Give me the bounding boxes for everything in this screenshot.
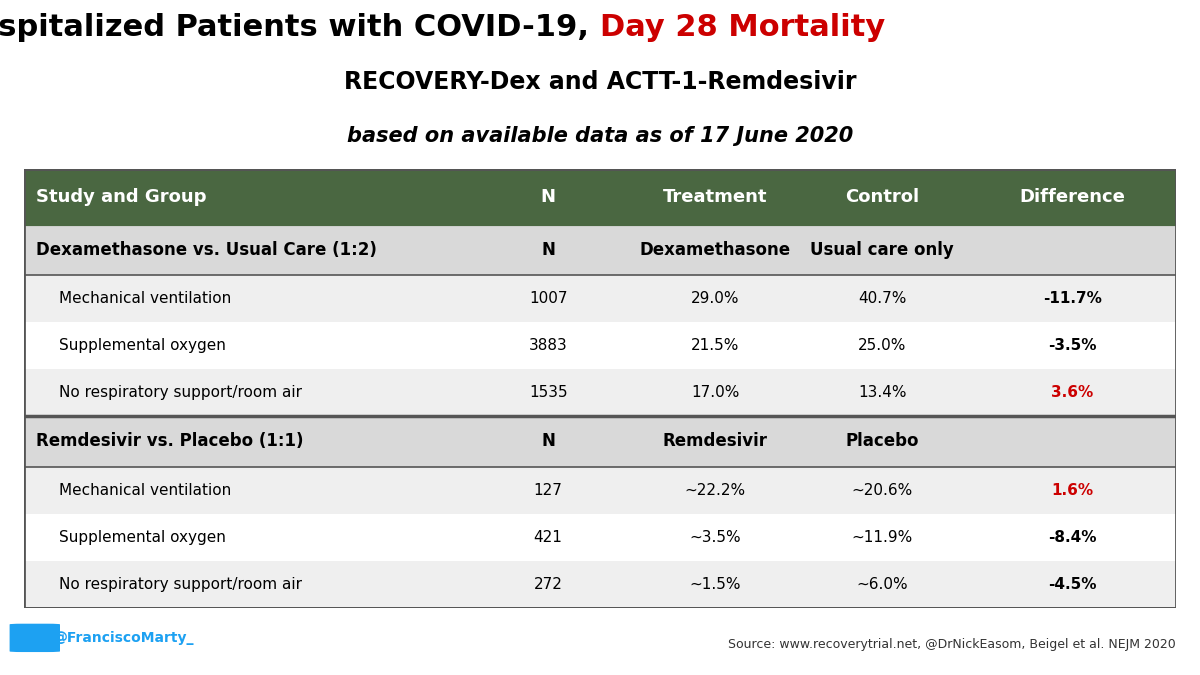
- Text: No respiratory support/room air: No respiratory support/room air: [59, 576, 301, 591]
- Text: N: N: [541, 188, 556, 206]
- Text: 127: 127: [534, 483, 563, 497]
- Text: ~20.6%: ~20.6%: [852, 483, 913, 497]
- Text: Hospitalized Patients with COVID-19,: Hospitalized Patients with COVID-19,: [0, 13, 600, 42]
- Text: @FranciscoMarty_: @FranciscoMarty_: [53, 631, 193, 645]
- Bar: [24, 514, 1176, 560]
- Text: 29.0%: 29.0%: [691, 291, 739, 306]
- Bar: [24, 322, 1176, 369]
- Bar: [24, 369, 1176, 416]
- Text: 40.7%: 40.7%: [858, 291, 906, 306]
- Text: ~11.9%: ~11.9%: [852, 530, 913, 545]
- Text: -8.4%: -8.4%: [1048, 530, 1097, 545]
- Text: Study and Group: Study and Group: [36, 188, 206, 206]
- Text: ~6.0%: ~6.0%: [857, 576, 908, 591]
- Text: Control: Control: [845, 188, 919, 206]
- Text: -4.5%: -4.5%: [1048, 576, 1097, 591]
- Bar: [24, 169, 1176, 224]
- Text: based on available data as of 17 June 2020: based on available data as of 17 June 20…: [347, 126, 853, 146]
- Text: 3.6%: 3.6%: [1051, 385, 1093, 400]
- Text: N: N: [541, 241, 556, 259]
- Text: N: N: [541, 432, 556, 450]
- FancyBboxPatch shape: [10, 624, 60, 652]
- Bar: [24, 466, 1176, 514]
- Text: 1.6%: 1.6%: [1051, 483, 1093, 497]
- Text: ~1.5%: ~1.5%: [690, 576, 740, 591]
- Text: Remdesivir: Remdesivir: [662, 432, 768, 450]
- Text: Usual care only: Usual care only: [810, 241, 954, 259]
- Text: Mechanical ventilation: Mechanical ventilation: [59, 291, 230, 306]
- Bar: [24, 275, 1176, 322]
- Text: 3883: 3883: [529, 338, 568, 353]
- Text: Source: www.recoverytrial.net, @DrNickEasom, Beigel et al. NEJM 2020: Source: www.recoverytrial.net, @DrNickEa…: [728, 638, 1176, 651]
- Text: Remdesivir vs. Placebo (1:1): Remdesivir vs. Placebo (1:1): [36, 432, 304, 450]
- Text: Treatment: Treatment: [662, 188, 768, 206]
- Text: -3.5%: -3.5%: [1048, 338, 1097, 353]
- Text: Dexamethasone vs. Usual Care (1:2): Dexamethasone vs. Usual Care (1:2): [36, 241, 377, 259]
- Text: 272: 272: [534, 576, 563, 591]
- Text: 25.0%: 25.0%: [858, 338, 906, 353]
- Text: 1535: 1535: [529, 385, 568, 400]
- Text: -11.7%: -11.7%: [1043, 291, 1102, 306]
- Text: Supplemental oxygen: Supplemental oxygen: [59, 338, 226, 353]
- Text: Dexamethasone: Dexamethasone: [640, 241, 791, 259]
- Bar: [24, 416, 1176, 466]
- Text: 13.4%: 13.4%: [858, 385, 906, 400]
- Text: 421: 421: [534, 530, 563, 545]
- Text: RECOVERY-Dex and ACTT-1-Remdesivir: RECOVERY-Dex and ACTT-1-Remdesivir: [343, 70, 857, 94]
- Text: Day 28 Mortality: Day 28 Mortality: [600, 13, 886, 42]
- Text: Difference: Difference: [1019, 188, 1126, 206]
- Bar: [24, 224, 1176, 275]
- Text: ~22.2%: ~22.2%: [685, 483, 745, 497]
- Text: ~3.5%: ~3.5%: [689, 530, 742, 545]
- Text: Supplemental oxygen: Supplemental oxygen: [59, 530, 226, 545]
- Text: 21.5%: 21.5%: [691, 338, 739, 353]
- Text: 17.0%: 17.0%: [691, 385, 739, 400]
- Text: No respiratory support/room air: No respiratory support/room air: [59, 385, 301, 400]
- Text: 1007: 1007: [529, 291, 568, 306]
- Text: Placebo: Placebo: [846, 432, 919, 450]
- Bar: [24, 560, 1176, 608]
- Text: Mechanical ventilation: Mechanical ventilation: [59, 483, 230, 497]
